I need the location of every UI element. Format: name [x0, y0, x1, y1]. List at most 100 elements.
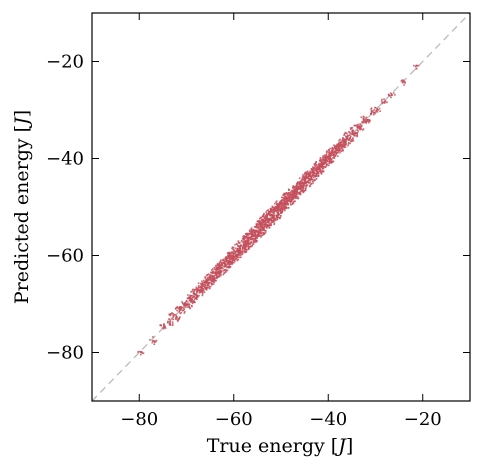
data-point	[244, 241, 247, 243]
data-point	[322, 155, 325, 157]
data-point	[169, 322, 171, 325]
x-tick-label: −80	[120, 409, 158, 430]
data-point	[227, 255, 229, 258]
data-point	[283, 197, 286, 199]
data-point	[309, 179, 311, 181]
data-point	[381, 102, 384, 105]
data-point	[401, 80, 404, 82]
data-point	[272, 206, 275, 209]
data-point	[295, 189, 297, 192]
data-point	[180, 311, 183, 314]
data-point	[273, 208, 275, 211]
data-point	[248, 230, 251, 232]
data-point	[244, 242, 247, 245]
data-point	[343, 138, 346, 140]
data-point	[230, 261, 232, 264]
data-point	[239, 254, 242, 256]
data-point	[229, 266, 231, 269]
data-point	[211, 271, 214, 273]
data-point	[348, 134, 351, 137]
data-point	[339, 151, 341, 154]
data-point	[332, 160, 335, 163]
data-point	[287, 199, 290, 202]
data-point	[275, 201, 277, 204]
data-point	[176, 316, 178, 318]
data-point	[237, 241, 240, 243]
data-point	[367, 121, 370, 124]
data-point	[251, 233, 253, 236]
data-point	[236, 250, 238, 252]
data-point	[196, 298, 198, 300]
data-point	[231, 254, 234, 257]
data-point	[315, 163, 317, 166]
data-point	[314, 169, 316, 172]
data-point	[250, 230, 253, 232]
data-point	[394, 94, 396, 96]
data-point	[178, 306, 181, 309]
data-point	[206, 286, 208, 288]
data-point	[272, 212, 274, 214]
data-point	[289, 197, 291, 199]
data-point	[296, 190, 298, 192]
data-point	[253, 239, 255, 242]
data-point	[276, 218, 279, 221]
data-point	[220, 263, 223, 265]
data-point	[281, 199, 284, 201]
data-point	[315, 172, 317, 175]
data-point	[200, 284, 203, 286]
data-point	[317, 167, 320, 169]
data-point	[222, 267, 224, 270]
data-point	[204, 281, 207, 283]
data-point	[317, 164, 320, 166]
data-point	[310, 168, 313, 170]
data-point	[299, 193, 302, 196]
data-point	[259, 234, 262, 237]
data-point	[272, 214, 274, 216]
data-point	[327, 164, 330, 167]
data-point	[294, 191, 297, 193]
data-point	[413, 64, 415, 67]
data-point	[253, 240, 255, 243]
data-point	[295, 195, 298, 198]
data-point	[231, 262, 234, 264]
data-point	[307, 176, 310, 178]
data-point	[312, 174, 315, 176]
data-point	[263, 227, 265, 229]
data-point	[386, 101, 388, 104]
data-point	[265, 225, 268, 227]
data-point	[383, 100, 386, 102]
data-point	[276, 213, 279, 215]
data-point	[252, 229, 255, 231]
data-point	[301, 178, 303, 181]
data-point	[351, 138, 354, 140]
data-point	[240, 244, 242, 246]
data-point	[339, 148, 341, 151]
data-point	[183, 308, 185, 311]
data-point	[209, 277, 211, 280]
data-point	[323, 154, 326, 157]
data-point	[333, 150, 336, 152]
data-point	[328, 153, 330, 156]
data-point	[313, 171, 315, 174]
data-point	[251, 235, 254, 238]
data-point	[257, 219, 260, 222]
data-point	[295, 188, 297, 190]
data-point	[278, 209, 281, 212]
data-point	[234, 252, 236, 254]
data-point	[204, 288, 207, 290]
data-point	[214, 274, 217, 276]
data-point	[364, 121, 367, 124]
data-point	[213, 281, 216, 283]
data-point	[360, 125, 363, 128]
data-point	[258, 229, 261, 231]
data-point	[271, 221, 273, 223]
data-point	[280, 211, 283, 214]
data-point	[307, 171, 310, 174]
data-point	[223, 265, 225, 267]
data-point	[162, 323, 165, 326]
data-point	[297, 185, 300, 188]
data-point	[201, 280, 203, 283]
data-point	[318, 162, 321, 165]
data-point	[337, 149, 340, 152]
data-point	[218, 275, 221, 278]
